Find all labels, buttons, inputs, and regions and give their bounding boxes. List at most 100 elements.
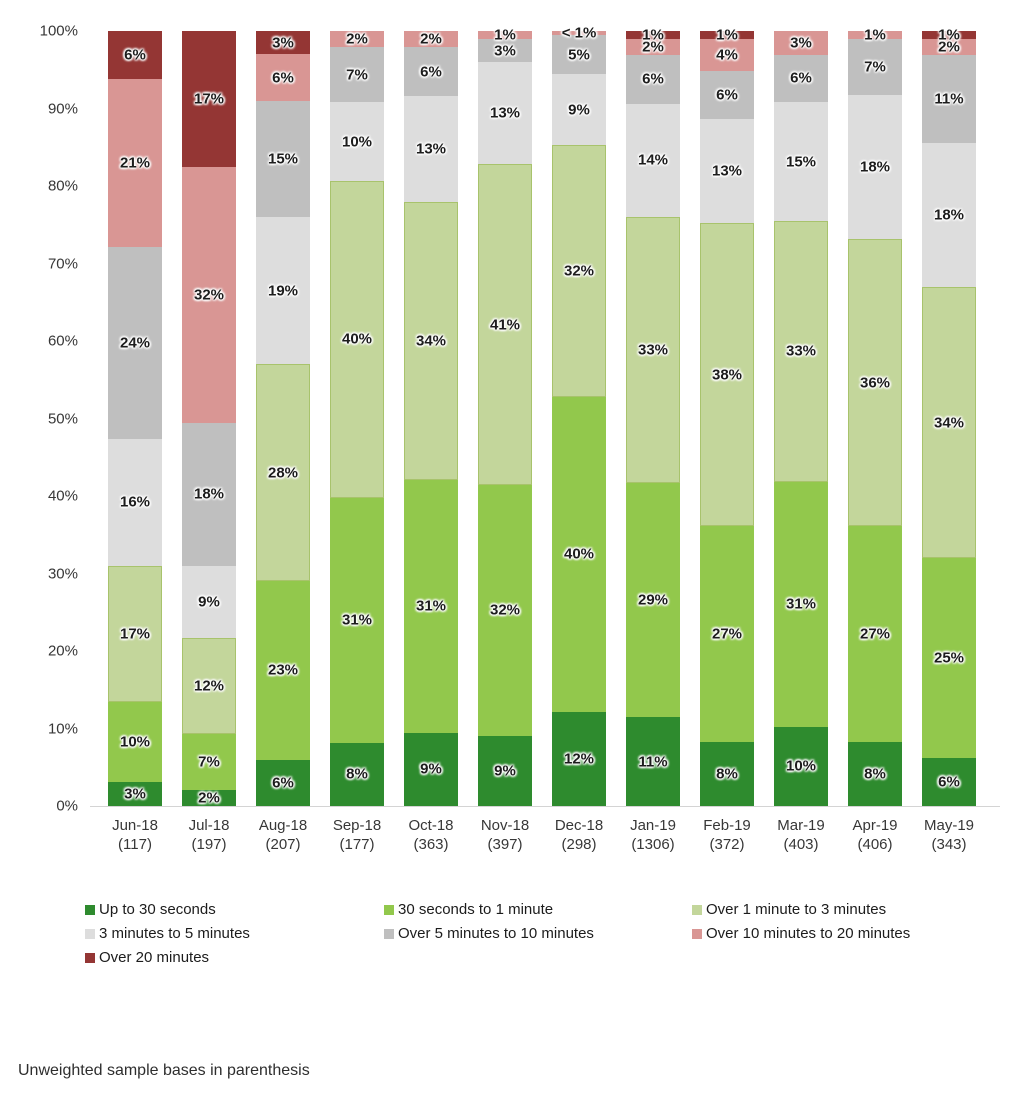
legend-swatch-icon bbox=[85, 952, 95, 963]
x-tick-base: (397) bbox=[487, 836, 523, 853]
segment-data-label: 17% bbox=[193, 90, 225, 108]
legend-item: 3 minutes to 5 minutes bbox=[85, 925, 384, 942]
bar-segment: 4% bbox=[700, 39, 754, 71]
bar-segment: 21% bbox=[108, 78, 162, 247]
segment-data-label: 10% bbox=[119, 733, 151, 751]
bar-segment: 29% bbox=[626, 483, 680, 718]
y-tick-label: 10% bbox=[47, 720, 78, 737]
bar-segment: 7% bbox=[330, 46, 384, 103]
bar-segment: 11% bbox=[626, 717, 680, 806]
x-tick-month: Sep-18 bbox=[332, 817, 382, 834]
bar-slot-dec-18: 12% 40% 32% 9% 5% < 1% bbox=[542, 25, 616, 806]
bar-segment: 8% bbox=[330, 742, 384, 806]
legend-item: Over 20 minutes bbox=[85, 949, 384, 966]
bar-segment: 10% bbox=[108, 702, 162, 783]
bar-dec-18: 12% 40% 32% 9% 5% < 1% bbox=[552, 25, 606, 806]
y-tick-label: 40% bbox=[47, 487, 78, 505]
x-tick-month: Mar-19 bbox=[777, 817, 825, 834]
legend-label: Over 10 minutes to 20 minutes bbox=[706, 925, 911, 942]
segment-data-label: 3% bbox=[124, 785, 146, 803]
bar-slot-nov-18: 9% 32% 41% 13% 3% 1% bbox=[468, 26, 542, 806]
y-tick-label: 30% bbox=[47, 565, 78, 582]
segment-data-label: 7% bbox=[198, 753, 220, 771]
bar-segment: < 1% bbox=[552, 25, 606, 42]
segment-data-label: 38% bbox=[711, 366, 743, 384]
bar-sep-18: 8% 31% 40% 10% 7% 2% bbox=[330, 30, 384, 806]
bar-segment: 2% bbox=[922, 39, 976, 56]
segment-data-label: 2% bbox=[420, 30, 442, 48]
bar-segment: 7% bbox=[182, 734, 236, 791]
segment-data-label: 8% bbox=[346, 765, 368, 783]
bar-slot-jan-19: 11% 29% 33% 14% 6% 2% 1% bbox=[616, 27, 690, 806]
bar-segment: 34% bbox=[922, 286, 976, 559]
bar-slot-jun-18: 3% 10% 17% 16% 24% 21% 6% bbox=[98, 31, 172, 806]
segment-data-label: 25% bbox=[933, 649, 965, 667]
segment-data-label: 31% bbox=[341, 611, 373, 629]
segment-data-label: 14% bbox=[637, 151, 669, 169]
segment-data-label: 32% bbox=[563, 262, 595, 280]
x-tick-base: (343) bbox=[931, 836, 967, 853]
x-tick-month: Feb-19 bbox=[703, 817, 751, 834]
segment-data-label: 2% bbox=[198, 789, 220, 807]
bar-segment: 27% bbox=[848, 526, 902, 743]
segment-data-label: 21% bbox=[119, 154, 151, 172]
bar-segment: 6% bbox=[404, 47, 458, 97]
legend-label: Over 20 minutes bbox=[99, 949, 210, 966]
segment-data-label: 3% bbox=[494, 42, 516, 60]
legend-label: Over 5 minutes to 10 minutes bbox=[398, 925, 594, 942]
segment-data-label: 7% bbox=[346, 66, 368, 84]
bar-segment: 32% bbox=[552, 145, 606, 397]
segment-data-label: 13% bbox=[711, 162, 743, 180]
bar-nov-18: 9% 32% 41% 13% 3% 1% bbox=[478, 26, 532, 806]
x-tick-month: Oct-18 bbox=[408, 817, 454, 834]
bar-segment: 8% bbox=[848, 742, 902, 806]
legend-item: Over 10 minutes to 20 minutes bbox=[692, 925, 1005, 942]
bar-segment: 3% bbox=[774, 31, 828, 55]
bar-apr-19: 8% 27% 36% 18% 7% 1% bbox=[848, 27, 902, 806]
x-tick-base: (403) bbox=[783, 836, 819, 853]
bar-segment: 12% bbox=[552, 711, 606, 806]
x-tick-label: Oct-18 (363) bbox=[394, 816, 468, 854]
bar-slot-jul-18: 2% 7% 12% 9% 18% 32% 17% bbox=[172, 31, 246, 807]
bar-segment: 9% bbox=[182, 566, 236, 639]
bar-segment: 27% bbox=[700, 526, 754, 743]
bar-segment: 15% bbox=[774, 102, 828, 221]
x-tick-label: May-19 (343) bbox=[912, 816, 986, 854]
bar-segment: 17% bbox=[108, 566, 162, 703]
bar-feb-19: 8% 27% 38% 13% 6% 4% 1% bbox=[700, 27, 754, 806]
segment-data-label: 2% bbox=[938, 38, 960, 56]
bar-segment: 31% bbox=[330, 497, 384, 743]
bar-segment: 3% bbox=[478, 38, 532, 63]
plot-area: 3% 10% 17% 16% 24% 21% 6% 2% 7% 12% 9% 18% 32% 17% 6% 2… bbox=[90, 25, 1000, 807]
bar-segment: 16% bbox=[108, 438, 162, 567]
segment-data-label: 10% bbox=[785, 757, 817, 775]
bar-segment: 2% bbox=[626, 39, 680, 56]
bar-segment: 7% bbox=[848, 39, 902, 95]
bar-segment: 33% bbox=[626, 216, 680, 484]
x-tick-label: Jan-19 (1306) bbox=[616, 816, 690, 854]
segment-data-label: 9% bbox=[494, 762, 516, 780]
bar-segment: 28% bbox=[256, 364, 310, 582]
y-tick-label: 90% bbox=[47, 100, 78, 117]
x-tick-base: (207) bbox=[265, 836, 301, 853]
bar-segment: 6% bbox=[774, 54, 828, 103]
bar-segment: 1% bbox=[700, 27, 754, 44]
legend-label: Over 1 minute to 3 minutes bbox=[706, 901, 887, 918]
bar-slot-oct-18: 9% 31% 34% 13% 6% 2% bbox=[394, 31, 468, 806]
bar-segment: 17% bbox=[182, 31, 236, 167]
x-tick-label: Jun-18 (117) bbox=[98, 816, 172, 854]
segment-data-label: 10% bbox=[341, 133, 373, 151]
bar-segment: 24% bbox=[108, 246, 162, 439]
bar-segment: 6% bbox=[256, 54, 310, 101]
y-tick-label: 80% bbox=[47, 177, 78, 195]
bar-segment: 11% bbox=[922, 55, 976, 143]
segment-data-label: 16% bbox=[119, 493, 151, 511]
bar-mar-19: 10% 31% 33% 15% 6% 3% bbox=[774, 31, 828, 806]
segment-data-label: 2% bbox=[346, 30, 368, 48]
legend: Up to 30 seconds 30 seconds to 1 minute Ov… bbox=[85, 901, 1005, 966]
legend-item: Over 1 minute to 3 minutes bbox=[692, 901, 1005, 918]
bar-aug-18: 6% 23% 28% 19% 15% 6% 3% bbox=[256, 31, 310, 806]
segment-data-label: 19% bbox=[267, 282, 299, 300]
legend-swatch-icon bbox=[384, 904, 394, 915]
